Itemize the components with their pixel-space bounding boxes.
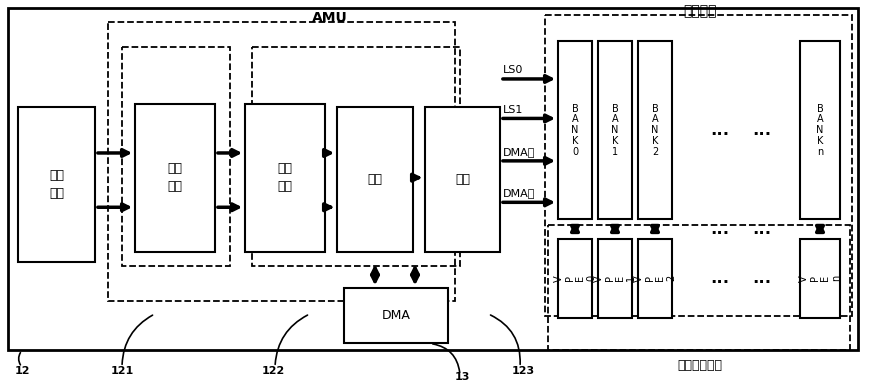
Bar <box>545 15 852 316</box>
Bar <box>337 107 413 252</box>
Text: ...: ... <box>711 269 730 287</box>
Bar <box>800 239 840 318</box>
Bar <box>108 22 455 301</box>
Text: B
A
N
K
n: B A N K n <box>816 104 823 157</box>
Text: 13: 13 <box>454 372 469 382</box>
Bar <box>558 42 592 219</box>
Bar <box>598 239 632 318</box>
Text: LS1: LS1 <box>503 105 524 115</box>
Text: ...: ... <box>753 220 772 238</box>
Text: 123: 123 <box>511 366 535 376</box>
Text: ...: ... <box>711 220 730 238</box>
Text: B
A
N
K
1: B A N K 1 <box>611 104 619 157</box>
Bar <box>344 288 448 343</box>
Text: ...: ... <box>753 121 772 139</box>
Bar <box>245 104 325 252</box>
Bar <box>252 47 460 267</box>
Text: V
P
E
2: V P E 2 <box>634 275 676 282</box>
Text: 地址
计算: 地址 计算 <box>278 162 293 193</box>
Text: 访存: 访存 <box>455 173 470 186</box>
Text: DMA: DMA <box>382 309 411 322</box>
Bar <box>558 239 592 318</box>
Bar <box>548 225 850 350</box>
Text: B
A
N
K
2: B A N K 2 <box>651 104 659 157</box>
Text: V
P
E
0: V P E 0 <box>554 275 596 282</box>
Text: ...: ... <box>753 269 772 287</box>
Text: V
P
E
1: V P E 1 <box>593 275 636 282</box>
Bar <box>425 107 500 252</box>
Text: 向量运算阵列: 向量运算阵列 <box>677 359 723 372</box>
Bar <box>18 107 95 262</box>
Text: 12: 12 <box>14 366 30 376</box>
Text: 指令
派发: 指令 派发 <box>49 168 64 199</box>
Text: DMA写: DMA写 <box>503 188 536 198</box>
Text: 121: 121 <box>110 366 134 376</box>
Text: B
A
N
K
0: B A N K 0 <box>572 104 579 157</box>
Bar <box>135 104 215 252</box>
Text: LS0: LS0 <box>503 65 524 75</box>
Bar <box>800 42 840 219</box>
Bar <box>122 47 230 267</box>
Text: 122: 122 <box>261 366 285 376</box>
Text: AMU: AMU <box>312 11 348 25</box>
Text: 存储阵列: 存储阵列 <box>683 4 717 18</box>
Text: 指令
译码: 指令 译码 <box>168 162 183 193</box>
Bar <box>598 42 632 219</box>
Bar <box>638 239 672 318</box>
Text: 仲裁: 仲裁 <box>367 173 383 186</box>
Bar <box>638 42 672 219</box>
Text: ...: ... <box>711 121 730 139</box>
Text: V
P
E
n: V P E n <box>799 275 841 282</box>
Text: DMA读: DMA读 <box>503 147 536 157</box>
